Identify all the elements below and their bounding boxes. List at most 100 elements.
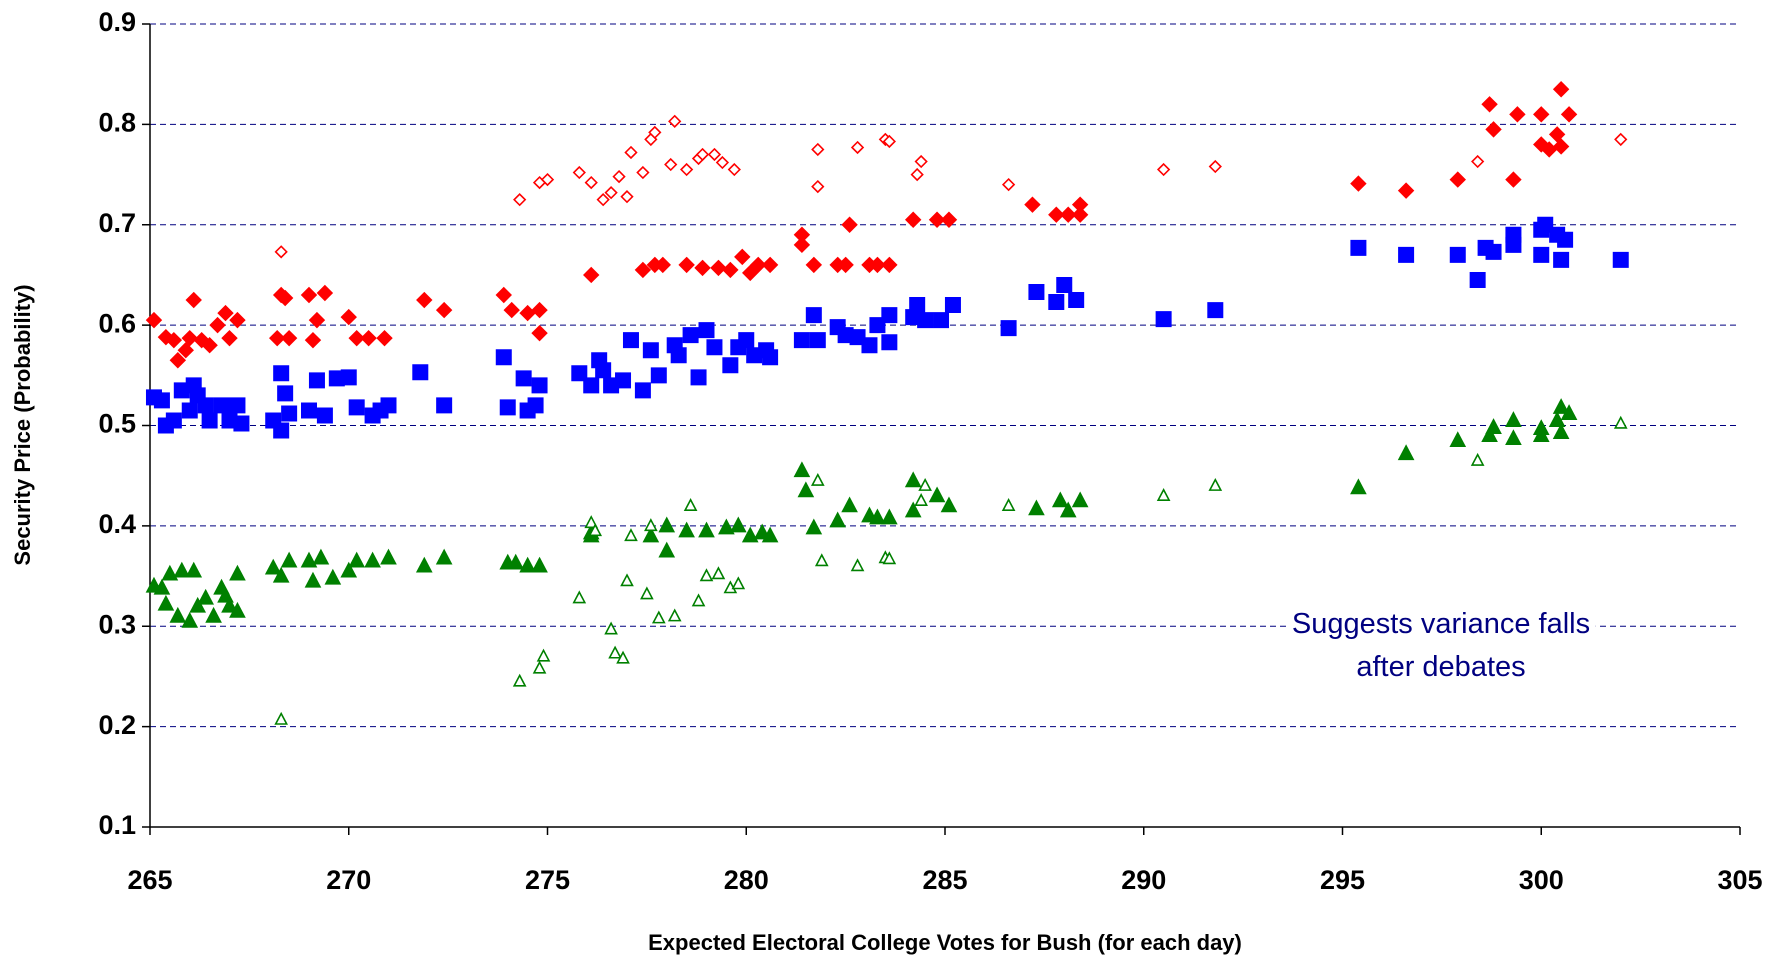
point <box>1552 423 1570 440</box>
point <box>173 382 190 399</box>
point <box>668 114 682 128</box>
point <box>588 523 603 537</box>
point <box>1156 487 1171 501</box>
point <box>213 397 230 414</box>
point <box>1350 239 1367 256</box>
point <box>620 190 634 204</box>
point <box>201 412 218 429</box>
point <box>881 256 898 274</box>
point <box>642 526 660 543</box>
point <box>917 312 934 329</box>
point <box>324 568 342 585</box>
point <box>312 548 330 565</box>
point <box>624 145 638 160</box>
x-tick-label: 280 <box>724 865 769 895</box>
point <box>727 162 741 177</box>
point <box>761 256 779 274</box>
point <box>1481 426 1498 443</box>
point <box>814 553 829 567</box>
point <box>1071 206 1089 223</box>
point <box>276 289 294 307</box>
point <box>416 291 433 309</box>
point <box>277 385 294 402</box>
point <box>348 329 365 347</box>
point <box>850 140 865 155</box>
point <box>596 193 610 207</box>
point <box>229 397 246 414</box>
point <box>881 508 898 525</box>
point <box>595 362 612 379</box>
point <box>615 372 632 389</box>
point <box>531 301 548 319</box>
point <box>572 165 586 180</box>
point <box>731 576 746 590</box>
point <box>1350 478 1367 495</box>
point <box>734 248 751 266</box>
point <box>658 516 676 533</box>
point <box>340 561 358 578</box>
point <box>695 147 710 162</box>
point <box>1071 491 1089 508</box>
point <box>729 516 747 533</box>
point <box>328 370 345 387</box>
point <box>273 422 290 439</box>
point <box>678 521 695 538</box>
point <box>531 556 548 573</box>
point <box>1350 175 1367 192</box>
point <box>746 347 763 364</box>
annotation: Suggests variance falls <box>1292 608 1590 640</box>
point <box>869 317 886 334</box>
point <box>304 571 322 588</box>
point <box>648 125 662 140</box>
point <box>1208 159 1222 174</box>
point <box>698 521 715 538</box>
point <box>536 648 551 662</box>
point <box>678 256 695 274</box>
point <box>531 324 548 342</box>
x-tick-label: 275 <box>525 865 570 895</box>
point <box>1207 302 1224 319</box>
point <box>503 301 520 319</box>
point <box>933 312 950 329</box>
point <box>805 307 822 324</box>
point <box>495 286 512 304</box>
point <box>1028 284 1045 301</box>
point <box>644 518 658 532</box>
point <box>612 169 626 184</box>
point <box>316 284 334 302</box>
point <box>869 256 886 274</box>
point <box>435 548 453 565</box>
point <box>300 551 318 568</box>
point <box>1552 398 1570 414</box>
point <box>837 256 854 274</box>
point <box>181 329 198 347</box>
point <box>841 216 858 233</box>
point <box>667 608 682 622</box>
y-tick-label: 0.3 <box>98 609 136 639</box>
point <box>499 399 516 416</box>
x-tick-label: 270 <box>326 865 371 895</box>
point <box>264 558 282 575</box>
point <box>519 556 536 573</box>
point <box>699 568 714 582</box>
y-tick-label: 0.1 <box>98 810 136 840</box>
point <box>308 372 325 389</box>
point <box>1048 206 1065 223</box>
point <box>1398 246 1415 263</box>
point <box>793 332 810 349</box>
point <box>495 349 512 366</box>
point <box>572 590 587 604</box>
point <box>711 566 726 580</box>
point <box>1470 452 1485 466</box>
point <box>280 329 298 347</box>
point <box>1560 106 1578 123</box>
y-tick-label: 0.2 <box>98 710 136 740</box>
point <box>710 259 727 277</box>
point <box>153 392 170 409</box>
point <box>209 316 226 334</box>
point <box>217 304 234 322</box>
point <box>380 397 397 414</box>
point <box>1485 418 1502 435</box>
point <box>810 472 825 486</box>
